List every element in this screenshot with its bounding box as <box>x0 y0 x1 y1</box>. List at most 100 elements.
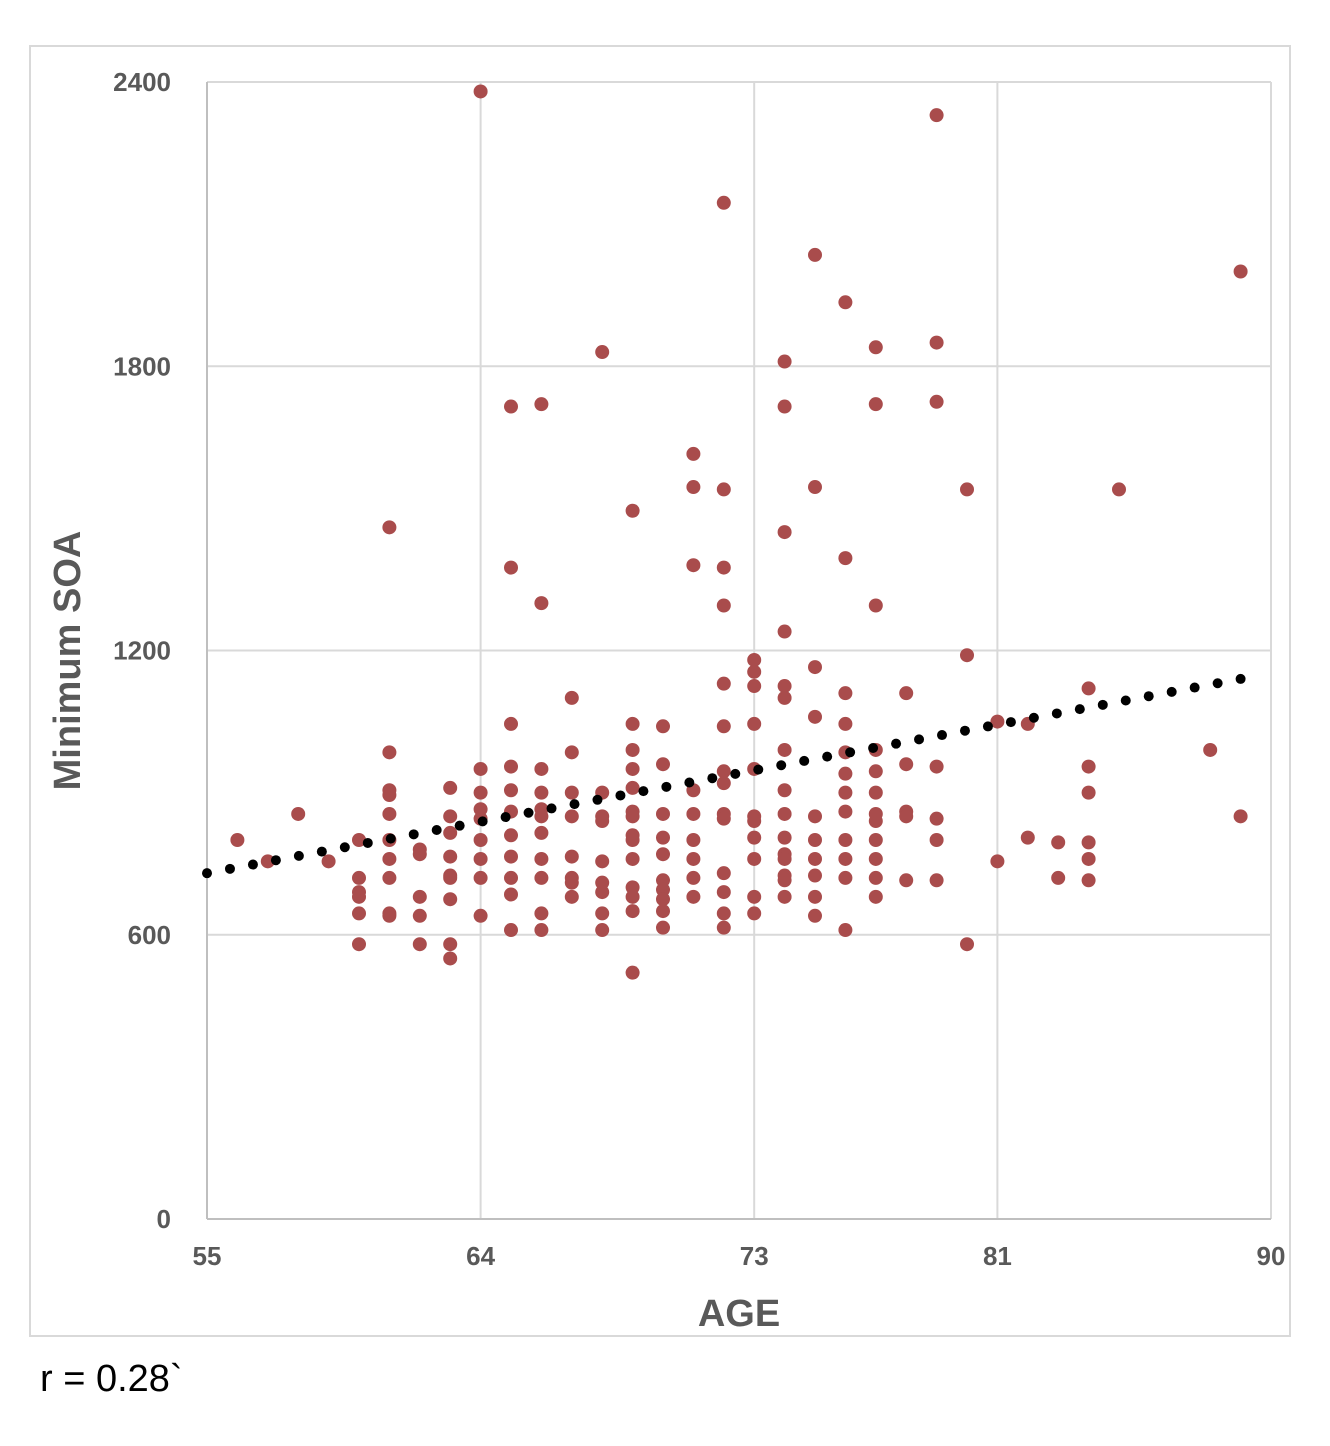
data-point <box>686 806 701 821</box>
data-point <box>564 875 579 890</box>
data-point <box>777 742 792 757</box>
data-point <box>716 719 731 734</box>
data-point <box>868 870 883 885</box>
data-point <box>899 809 914 824</box>
data-point <box>929 833 944 847</box>
data-point <box>686 446 701 461</box>
data-point <box>716 776 731 791</box>
data-point <box>443 849 458 864</box>
data-point <box>656 757 670 772</box>
data-point <box>838 851 853 866</box>
trendline-dot <box>224 863 235 874</box>
trendline-dot <box>914 734 925 745</box>
data-point <box>534 870 549 885</box>
data-point <box>352 833 366 847</box>
data-point <box>473 785 488 800</box>
data-point <box>412 908 427 923</box>
data-point <box>777 851 792 866</box>
data-point <box>534 906 549 921</box>
data-point <box>412 889 427 904</box>
data-point <box>534 851 549 866</box>
data-point <box>777 873 792 888</box>
data-point <box>777 624 792 639</box>
data-point <box>1051 835 1066 850</box>
data-point <box>595 345 610 360</box>
data-point <box>716 560 731 575</box>
data-point <box>777 830 792 845</box>
data-point <box>625 904 640 919</box>
data-point <box>504 887 518 902</box>
data-point <box>808 908 822 923</box>
data-point <box>595 923 610 938</box>
data-point <box>747 851 762 866</box>
data-point <box>352 870 366 885</box>
data-point <box>838 551 853 566</box>
data-point <box>777 679 792 694</box>
data-point <box>656 920 670 935</box>
data-point <box>443 951 458 966</box>
data-point <box>747 652 762 667</box>
data-point <box>808 868 822 883</box>
data-point <box>625 965 640 980</box>
trendline-dot <box>661 781 672 792</box>
trendline-dot <box>385 833 396 844</box>
data-point <box>656 806 670 821</box>
data-point <box>1081 759 1096 774</box>
y-axis-title: Minimum SOA <box>47 531 89 791</box>
data-point <box>321 854 336 869</box>
trendline-dot <box>684 777 695 788</box>
data-point <box>868 598 883 613</box>
data-point <box>808 709 822 724</box>
data-point <box>625 761 640 776</box>
data-point <box>1081 873 1096 888</box>
data-point <box>443 892 458 907</box>
data-point <box>808 809 822 824</box>
data-point <box>473 870 488 885</box>
trendline-dot <box>1166 686 1177 697</box>
y-tick-label: 600 <box>128 920 171 950</box>
data-point <box>656 847 670 862</box>
data-point <box>382 851 397 866</box>
correlation-note: r = 0.28` <box>40 1358 183 1400</box>
data-point <box>716 676 731 691</box>
data-point <box>473 84 488 99</box>
data-point <box>564 849 579 864</box>
data-point <box>716 906 731 921</box>
trendline-dot <box>638 786 649 797</box>
trendline-dot <box>1189 682 1200 693</box>
x-tick-label: 64 <box>466 1241 495 1271</box>
data-point <box>747 889 762 904</box>
data-point <box>352 937 366 952</box>
trendline-dot <box>339 842 350 853</box>
data-point <box>443 870 458 885</box>
trendline-dot <box>937 730 948 741</box>
data-point <box>686 480 701 495</box>
data-point <box>473 851 488 866</box>
data-point <box>382 745 397 760</box>
data-point <box>382 908 397 923</box>
data-point <box>899 873 914 888</box>
trendline-dot <box>776 760 787 771</box>
data-point <box>534 761 549 776</box>
trendline-dot <box>1235 673 1246 684</box>
data-point <box>686 833 701 847</box>
data-point <box>260 854 275 869</box>
data-point <box>625 809 640 824</box>
data-point <box>564 785 579 800</box>
trendline-dot <box>500 812 511 823</box>
data-point <box>960 937 974 952</box>
trendline-dot <box>959 725 970 736</box>
data-point <box>1233 264 1248 279</box>
data-point <box>990 854 1005 869</box>
data-point <box>747 814 762 829</box>
data-point <box>504 923 518 938</box>
data-point <box>686 851 701 866</box>
trendline-dot <box>569 799 580 810</box>
data-point <box>747 664 762 679</box>
trendline-dot <box>293 850 304 861</box>
data-point <box>504 783 518 798</box>
data-point <box>747 830 762 845</box>
data-point <box>716 920 731 935</box>
x-tick-label: 55 <box>193 1241 222 1271</box>
trendline-dot <box>822 751 833 762</box>
